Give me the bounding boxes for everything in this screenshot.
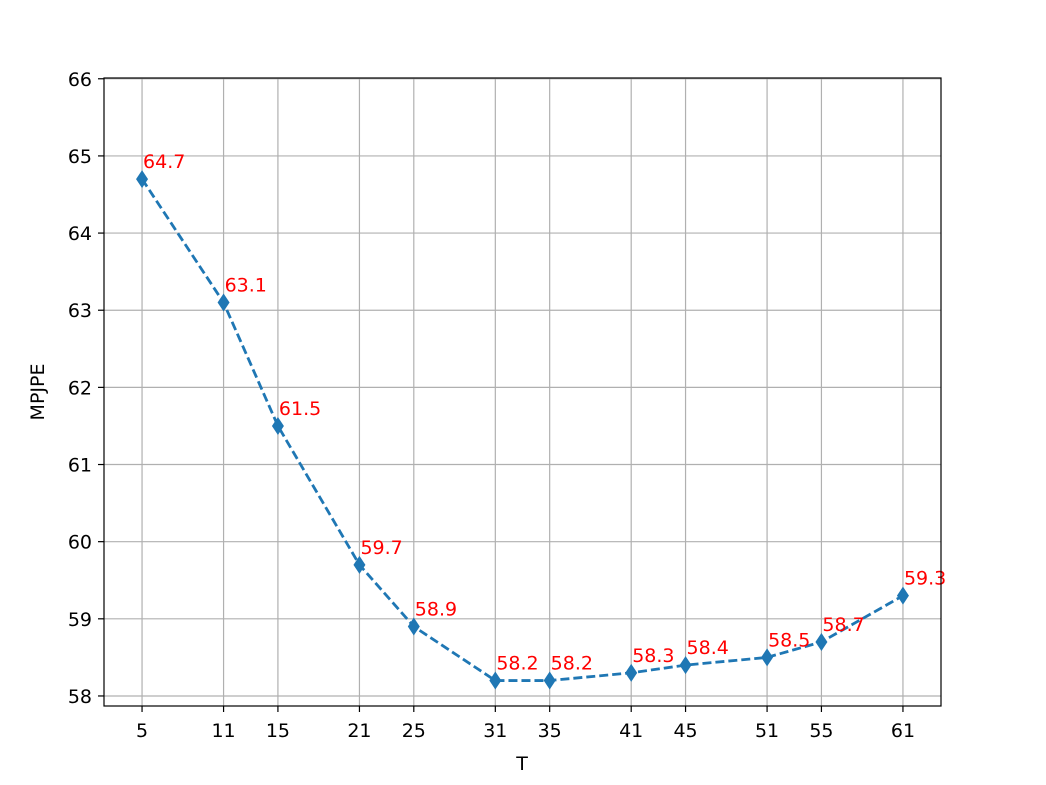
x-axis-label: T	[515, 753, 528, 775]
data-point	[679, 656, 692, 675]
y-tick-label: 66	[68, 69, 92, 91]
y-tick-label: 65	[68, 146, 92, 168]
data-label: 58.2	[551, 653, 593, 675]
data-point	[271, 416, 284, 435]
data-label: 59.7	[360, 537, 402, 559]
y-axis-label: MPJPE	[27, 364, 49, 421]
y-tick-label: 61	[68, 455, 92, 477]
y-tick-label: 58	[68, 686, 92, 708]
data-label: 58.4	[687, 637, 729, 659]
data-point	[136, 170, 149, 189]
data-label: 58.9	[415, 599, 457, 621]
x-tick-label: 21	[347, 720, 371, 742]
data-line	[140, 178, 904, 682]
data-label: 58.5	[768, 629, 810, 651]
x-tick-label: 41	[619, 720, 643, 742]
data-point	[896, 586, 909, 605]
plot: 64.7 63.1 61.5 59.7 58.9 58.2 58.2 58.3 58.4 58.5…	[136, 151, 946, 690]
x-tick-label: 45	[673, 720, 697, 742]
x-tick-label: 35	[538, 720, 562, 742]
x-tick-label: 25	[402, 720, 426, 742]
y-tick-label: 64	[68, 223, 92, 245]
y-tick-label: 59	[68, 609, 92, 631]
data-label: 61.5	[279, 398, 321, 420]
x-tick-label: 15	[266, 720, 290, 742]
x-tick-label: 61	[891, 720, 915, 742]
data-point	[543, 671, 556, 690]
data-label: 58.3	[632, 645, 674, 667]
x-tick-label: 55	[809, 720, 833, 742]
y-tick-label: 63	[68, 300, 92, 322]
x-tick-label: 5	[136, 720, 148, 742]
grid	[104, 78, 941, 706]
data-label: 58.7	[822, 614, 864, 636]
data-point	[217, 293, 230, 312]
plot-frame	[103, 77, 942, 707]
data-point	[489, 671, 502, 690]
data-label: 63.1	[225, 275, 267, 297]
data-point	[761, 648, 774, 667]
x-tick-label: 51	[755, 720, 779, 742]
y-tick-label: 62	[68, 377, 92, 399]
data-point	[815, 632, 828, 651]
x-tick-label: 11	[211, 720, 235, 742]
data-point	[353, 555, 366, 574]
y-tick-label: 60	[68, 532, 92, 554]
data-point	[407, 617, 420, 636]
data-point	[625, 663, 638, 682]
data-label: 64.7	[143, 151, 185, 173]
data-label: 58.2	[496, 653, 538, 675]
x-tick-label: 31	[483, 720, 507, 742]
data-label: 59.3	[904, 568, 946, 590]
